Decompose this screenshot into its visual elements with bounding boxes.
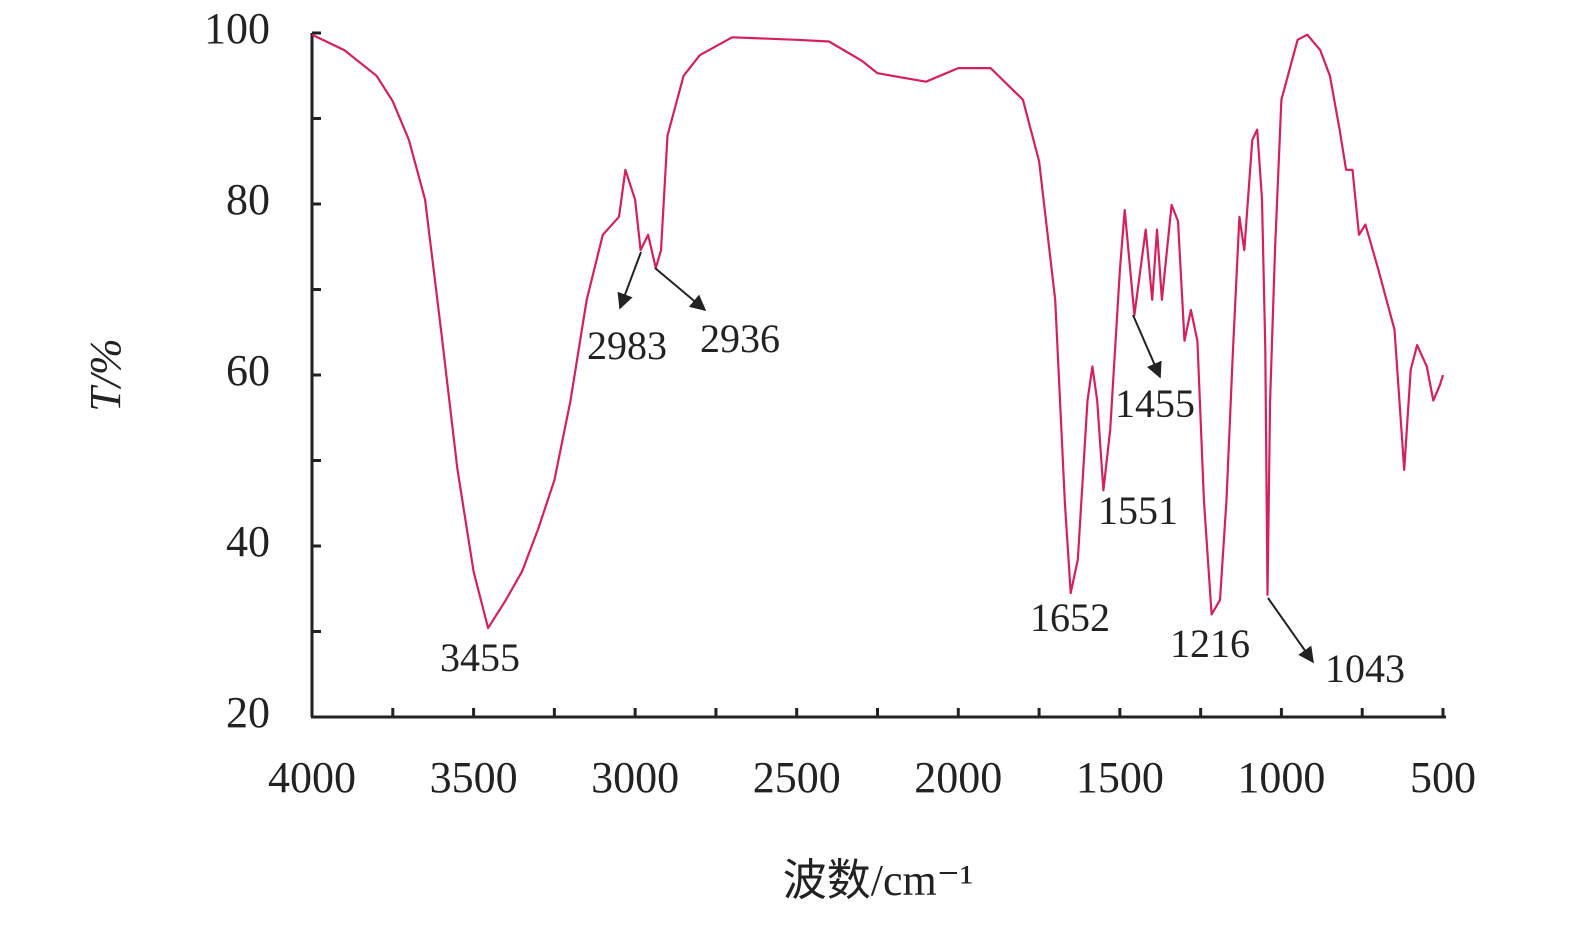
y-tick-label: 100 [204,4,270,53]
annotation: 1216 [1170,621,1250,666]
annotation: 1043 [1325,646,1405,691]
annotation: 2936 [700,316,780,361]
x-axis-label: 波数/cm⁻¹ [783,856,973,905]
y-axis-label: T/% [81,338,130,411]
y-tick-label: 20 [226,688,270,737]
x-tick-label: 1000 [1237,753,1325,802]
annotation-arrow [654,267,707,312]
x-tick-label: 500 [1410,753,1476,802]
x-tick-label: 4000 [268,753,356,802]
y-tick-label: 80 [226,175,270,224]
annotation: 1455 [1115,381,1195,426]
annotation-arrow [617,251,642,310]
x-tick-label: 2000 [914,753,1002,802]
x-tick-label: 3500 [430,753,518,802]
x-tick-label: 3000 [591,753,679,802]
x-tick-label: 2500 [753,753,841,802]
y-tick-label: 40 [226,517,270,566]
annotation: 1652 [1030,595,1110,640]
annotation: 1551 [1098,488,1178,533]
x-tick-label: 1500 [1076,753,1164,802]
annotation-arrow [1132,314,1162,379]
annotation: 2983 [587,323,667,368]
spectrum-line [311,33,1445,630]
annotation: 3455 [440,635,520,680]
annotation-arrow [1267,597,1314,664]
y-tick-label: 60 [226,346,270,395]
